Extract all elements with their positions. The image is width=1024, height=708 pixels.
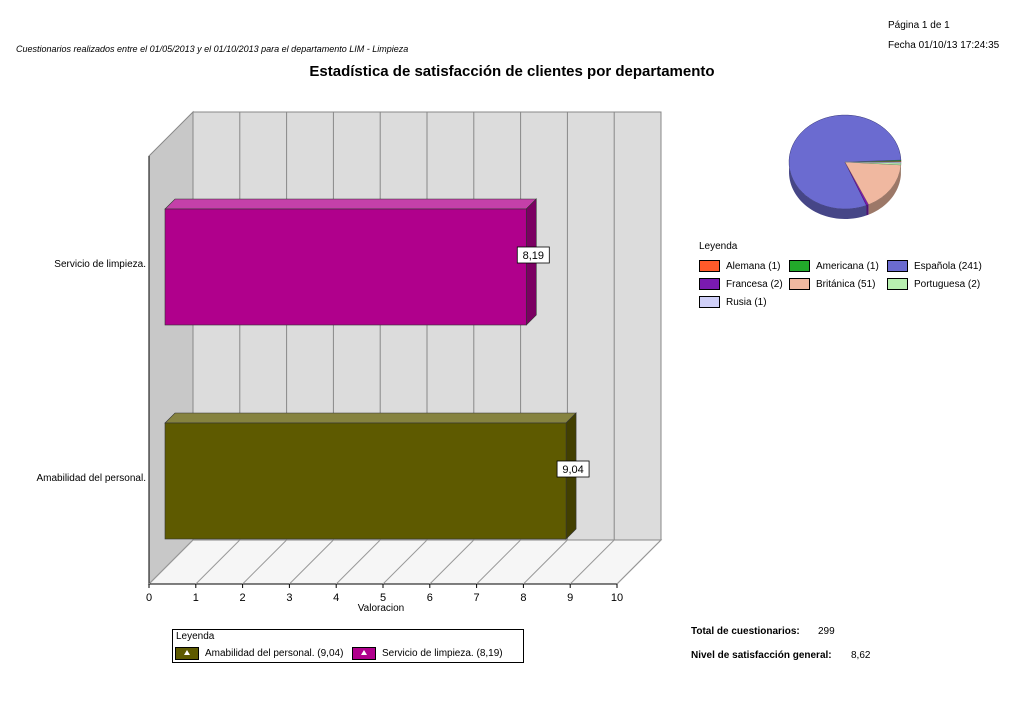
x-tick-label: 4 — [333, 592, 339, 604]
category-labels: Servicio de limpieza. Amabilidad del pers… — [36, 259, 146, 484]
x-axis-label: Valoracion — [358, 603, 405, 614]
x-tick-label: 7 — [474, 592, 480, 604]
x-tick-label: 8 — [520, 592, 526, 604]
x-tick-label: 9 — [567, 592, 573, 604]
bar-legend-item: Amabilidad del personal. (9,04) — [175, 647, 343, 660]
total-questionnaires-value: 299 — [818, 626, 835, 637]
data-label: 8,19 — [523, 250, 544, 262]
pie-legend-label: Rusia (1) — [726, 296, 767, 308]
x-axis-ticks: 0 1 2 3 4 5 6 7 8 9 10 — [146, 584, 623, 604]
bar-chart-legend: Leyenda Amabilidad del personal. (9,04) … — [172, 629, 524, 663]
report-subtitle: Cuestionarios realizados entre el 01/05/… — [16, 44, 409, 54]
floor-grid-line — [569, 539, 615, 585]
x-tick-label: 10 — [611, 592, 623, 604]
bar-legend-swatch — [352, 647, 376, 660]
bar-legend-label: Servicio de limpieza. (8,19) — [382, 648, 503, 659]
x-tick-label: 6 — [427, 592, 433, 604]
category-label: Servicio de limpieza. — [54, 259, 146, 270]
pie-legend-swatch — [699, 296, 720, 308]
pie-legend-label: Alemana (1) — [726, 260, 781, 272]
bar-legend-title: Leyenda — [176, 631, 215, 642]
pie-legend-title: Leyenda — [699, 241, 738, 252]
floor-grid-line — [195, 539, 241, 585]
floor-grid-line — [242, 539, 287, 585]
pie-legend-label: Española (241) — [914, 260, 982, 272]
pie-legend-swatch — [887, 260, 908, 272]
bar-legend-item: Servicio de limpieza. (8,19) — [352, 647, 503, 660]
floor-grid-line — [335, 539, 381, 585]
data-label-box — [556, 460, 590, 478]
pie-slice-side — [866, 204, 869, 216]
x-tick-label: 2 — [240, 592, 246, 604]
floor-grid-line — [289, 539, 334, 585]
pie-legend-swatch — [699, 278, 720, 290]
pie-marks — [788, 114, 902, 219]
page-number: Página 1 de 1 — [888, 20, 950, 31]
report-title: Estadística de satisfacción de clientes … — [309, 63, 715, 80]
pie-legend-item: Británica (51) — [789, 278, 875, 290]
x-tick-label: 3 — [286, 592, 292, 604]
pie-legend-item: Rusia (1) — [699, 296, 767, 308]
x-tick-label: 0 — [146, 592, 152, 604]
pie-legend-item: Americana (1) — [789, 260, 879, 272]
pie-legend-label: Francesa (2) — [726, 278, 783, 290]
total-questionnaires-label: Total de cuestionarios: — [691, 626, 800, 637]
bar-legend-label: Amabilidad del personal. (9,04) — [205, 648, 344, 659]
data-label-box — [516, 246, 550, 264]
floor-grid-line — [476, 539, 521, 585]
pie-legend-swatch — [699, 260, 720, 272]
x-tick-label: 1 — [193, 592, 199, 604]
pie-legend-item: Portuguesa (2) — [887, 278, 980, 290]
pie-slice — [844, 161, 902, 164]
pie-legend-label: Americana (1) — [816, 260, 879, 272]
bar-marks: 8,19 9,04 — [164, 198, 590, 540]
pie-slice — [844, 161, 902, 205]
pie-legend-item: Española (241) — [887, 260, 982, 272]
pie-legend-item: Alemana (1) — [699, 260, 780, 272]
floor-grid-line — [148, 539, 194, 585]
floor-grid-line — [429, 539, 475, 585]
bar — [164, 208, 527, 326]
report-date: Fecha 01/10/13 17:24:35 — [888, 40, 1000, 51]
category-label: Amabilidad del personal. — [36, 473, 146, 484]
floor-grid-line — [523, 539, 568, 585]
pie-legend-item: Francesa (2) — [699, 278, 783, 290]
floor-grid-line — [382, 539, 428, 585]
pie-slice-side — [868, 164, 901, 215]
satisfaction-level-value: 8,62 — [851, 650, 871, 661]
data-label: 9,04 — [562, 464, 583, 476]
pie-legend-swatch — [789, 278, 810, 290]
x-tick-label: 5 — [380, 592, 386, 604]
bar — [164, 422, 567, 540]
pie-legend-swatch — [887, 278, 908, 290]
floor-grid-line — [616, 539, 662, 585]
pie-legend-label: Británica (51) — [816, 278, 876, 290]
bar-legend-swatch — [175, 647, 199, 660]
pie-legend-label: Portuguesa (2) — [914, 278, 981, 290]
pie-legend-swatch — [789, 260, 810, 272]
satisfaction-level-label: Nivel de satisfacción general: — [691, 650, 832, 661]
